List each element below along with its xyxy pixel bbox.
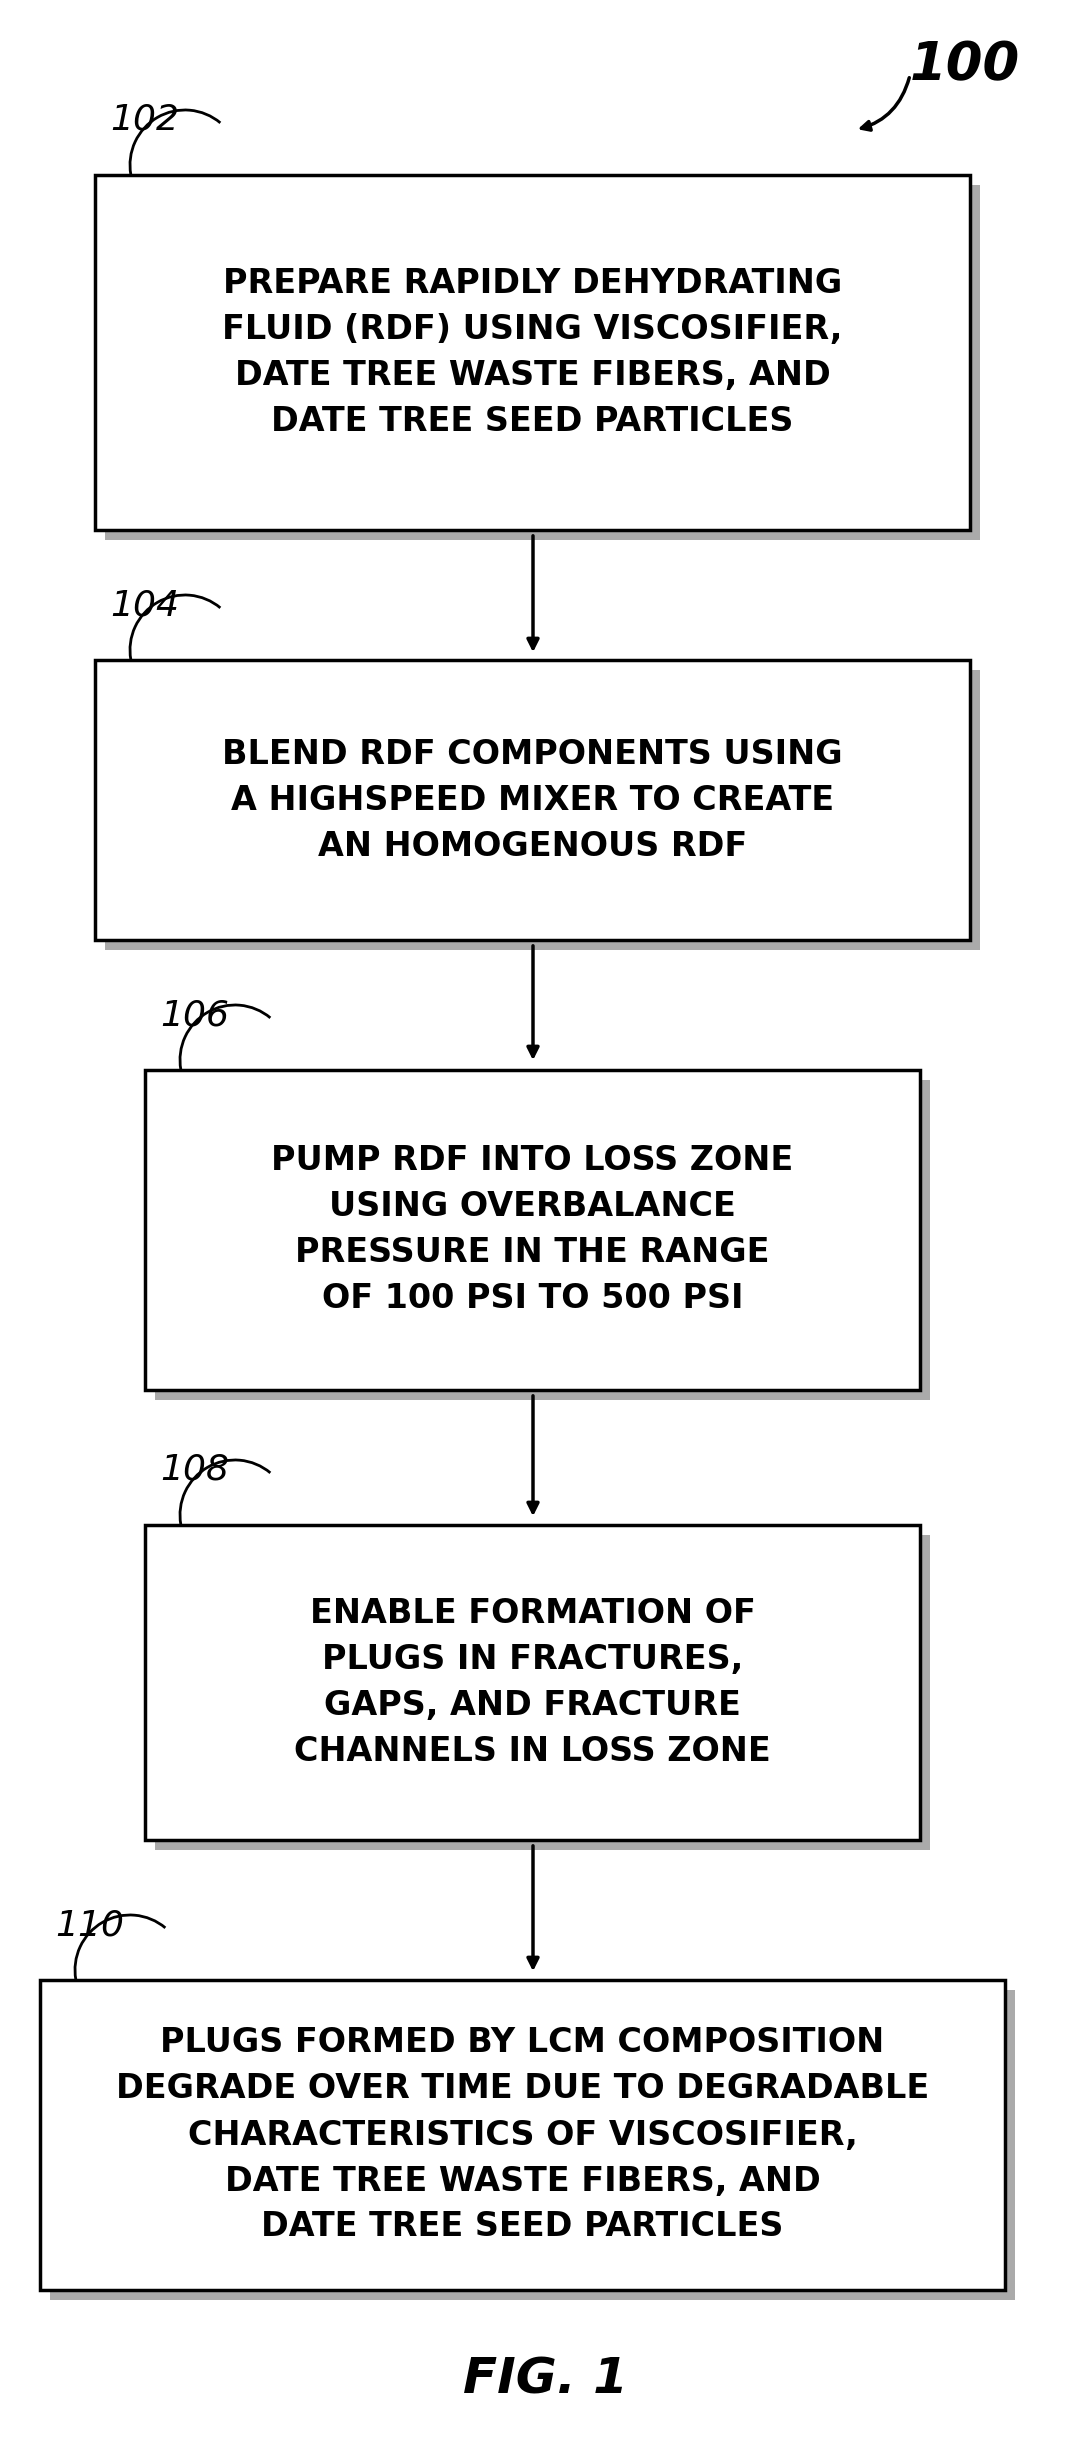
- Bar: [145, 1526, 920, 1839]
- Text: 102: 102: [110, 103, 179, 137]
- Text: ENABLE FORMATION OF
PLUGS IN FRACTURES,
GAPS, AND FRACTURE
CHANNELS IN LOSS ZONE: ENABLE FORMATION OF PLUGS IN FRACTURES, …: [295, 1597, 771, 1768]
- Text: 108: 108: [160, 1452, 229, 1487]
- Bar: [145, 1070, 920, 1391]
- Text: BLEND RDF COMPONENTS USING
A HIGHSPEED MIXER TO CREATE
AN HOMOGENOUS RDF: BLEND RDF COMPONENTS USING A HIGHSPEED M…: [223, 737, 843, 862]
- Text: FIG. 1: FIG. 1: [463, 2356, 628, 2405]
- Text: PLUGS FORMED BY LCM COMPOSITION
DEGRADE OVER TIME DUE TO DEGRADABLE
CHARACTERIST: PLUGS FORMED BY LCM COMPOSITION DEGRADE …: [116, 2025, 930, 2243]
- Bar: [95, 174, 970, 529]
- Bar: [50, 1991, 1015, 2300]
- Bar: [95, 659, 970, 940]
- Text: PUMP RDF INTO LOSS ZONE
USING OVERBALANCE
PRESSURE IN THE RANGE
OF 100 PSI TO 50: PUMP RDF INTO LOSS ZONE USING OVERBALANC…: [272, 1144, 793, 1315]
- Text: 110: 110: [55, 1908, 124, 1942]
- Text: PREPARE RAPIDLY DEHYDRATING
FLUID (RDF) USING VISCOSIFIER,
DATE TREE WASTE FIBER: PREPARE RAPIDLY DEHYDRATING FLUID (RDF) …: [223, 267, 842, 438]
- Text: 100: 100: [910, 39, 1020, 91]
- Bar: [155, 1536, 930, 1849]
- Bar: [155, 1080, 930, 1401]
- Bar: [105, 671, 980, 950]
- Text: 104: 104: [110, 588, 179, 622]
- Bar: [40, 1979, 1005, 2290]
- Bar: [105, 186, 980, 539]
- Text: 106: 106: [160, 999, 229, 1031]
